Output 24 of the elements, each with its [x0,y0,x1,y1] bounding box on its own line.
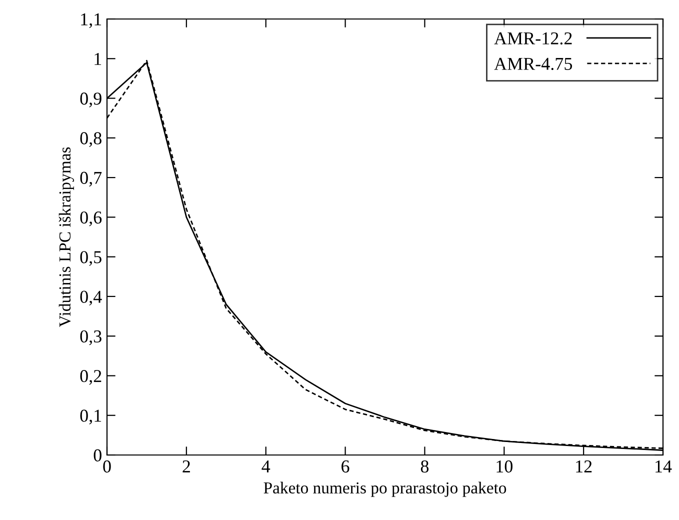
y-tick-label: 1 [94,52,102,65]
x-tick-label: 6 [342,460,350,473]
y-tick-label: 1,1 [81,13,102,28]
x-tick-label: 0 [103,460,111,473]
y-tick-label: 0,1 [80,410,102,424]
y-tick-label: 0,9 [80,92,102,108]
x-tick-label: 2 [182,460,190,472]
y-axis-title: Vidutinis LPC iškraipymas [58,147,74,328]
y-tick-label: 0,3 [80,330,102,346]
y-tick-label: 0,5 [80,251,102,266]
legend-label: AMR-12.2 [494,32,572,45]
x-tick-label: 8 [420,460,429,473]
x-tick-label: 10 [496,460,512,473]
x-tick-label: 12 [576,460,592,472]
y-tick-label: 0,8 [80,132,102,147]
y-tick-label: 0 [94,449,102,462]
y-tick-label: 0,7 [80,172,102,187]
x-tick-label: 14 [656,460,672,472]
y-tick-label: 0,2 [80,370,102,385]
x-axis-title: Paketo numeris po prarastojo paketo [264,482,506,497]
y-tick-label: 0,4 [80,290,102,306]
x-tick-label: 4 [262,460,270,472]
y-tick-label: 0,6 [80,211,102,226]
legend-label: AMR-4.75 [494,58,572,70]
